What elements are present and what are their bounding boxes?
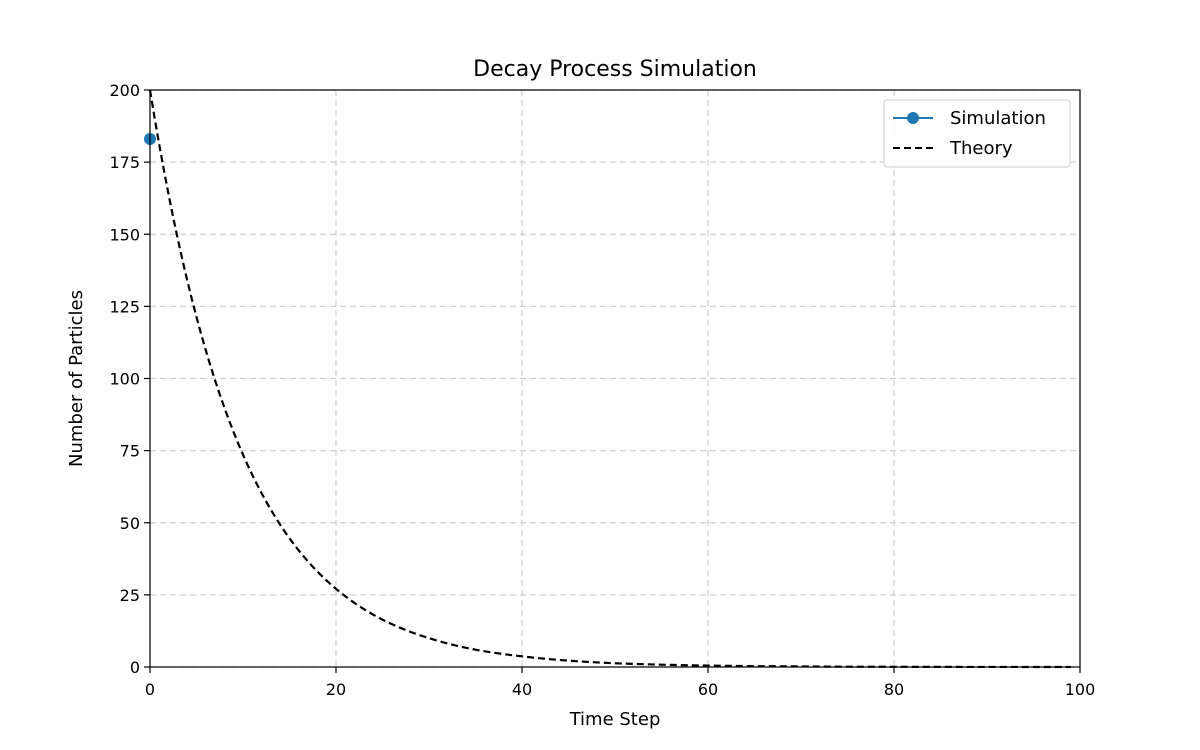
y-tick-label: 200 [109,81,140,100]
y-tick-label: 150 [109,225,140,244]
legend: Simulation Theory [883,99,1071,168]
legend-simulation-label: Simulation [950,108,1046,129]
y-tick-label: 175 [109,153,140,172]
y-tick-label: 125 [109,297,140,316]
axis-ticks: 0 20 40 60 80 100 0 25 50 75 100 125 150 175 200 [109,81,1095,699]
x-tick-label: 60 [698,680,718,699]
y-tick-label: 25 [120,586,140,605]
y-tick-label: 100 [109,370,140,389]
x-axis-title: Time Step [569,709,661,730]
y-tick-label: 75 [120,442,140,461]
legend-simulation-marker [907,112,919,124]
legend-theory-label: Theory [949,138,1013,159]
y-tick-label: 0 [130,658,140,677]
x-tick-label: 100 [1065,680,1096,699]
x-tick-label: 40 [512,680,532,699]
chart-title: Decay Process Simulation [473,57,757,82]
x-tick-label: 20 [326,680,346,699]
legend-box [883,99,1071,168]
y-tick-label: 50 [120,514,140,533]
x-tick-label: 80 [884,680,904,699]
x-tick-label: 0 [145,680,155,699]
y-axis-title: Number of Particles [66,290,87,467]
